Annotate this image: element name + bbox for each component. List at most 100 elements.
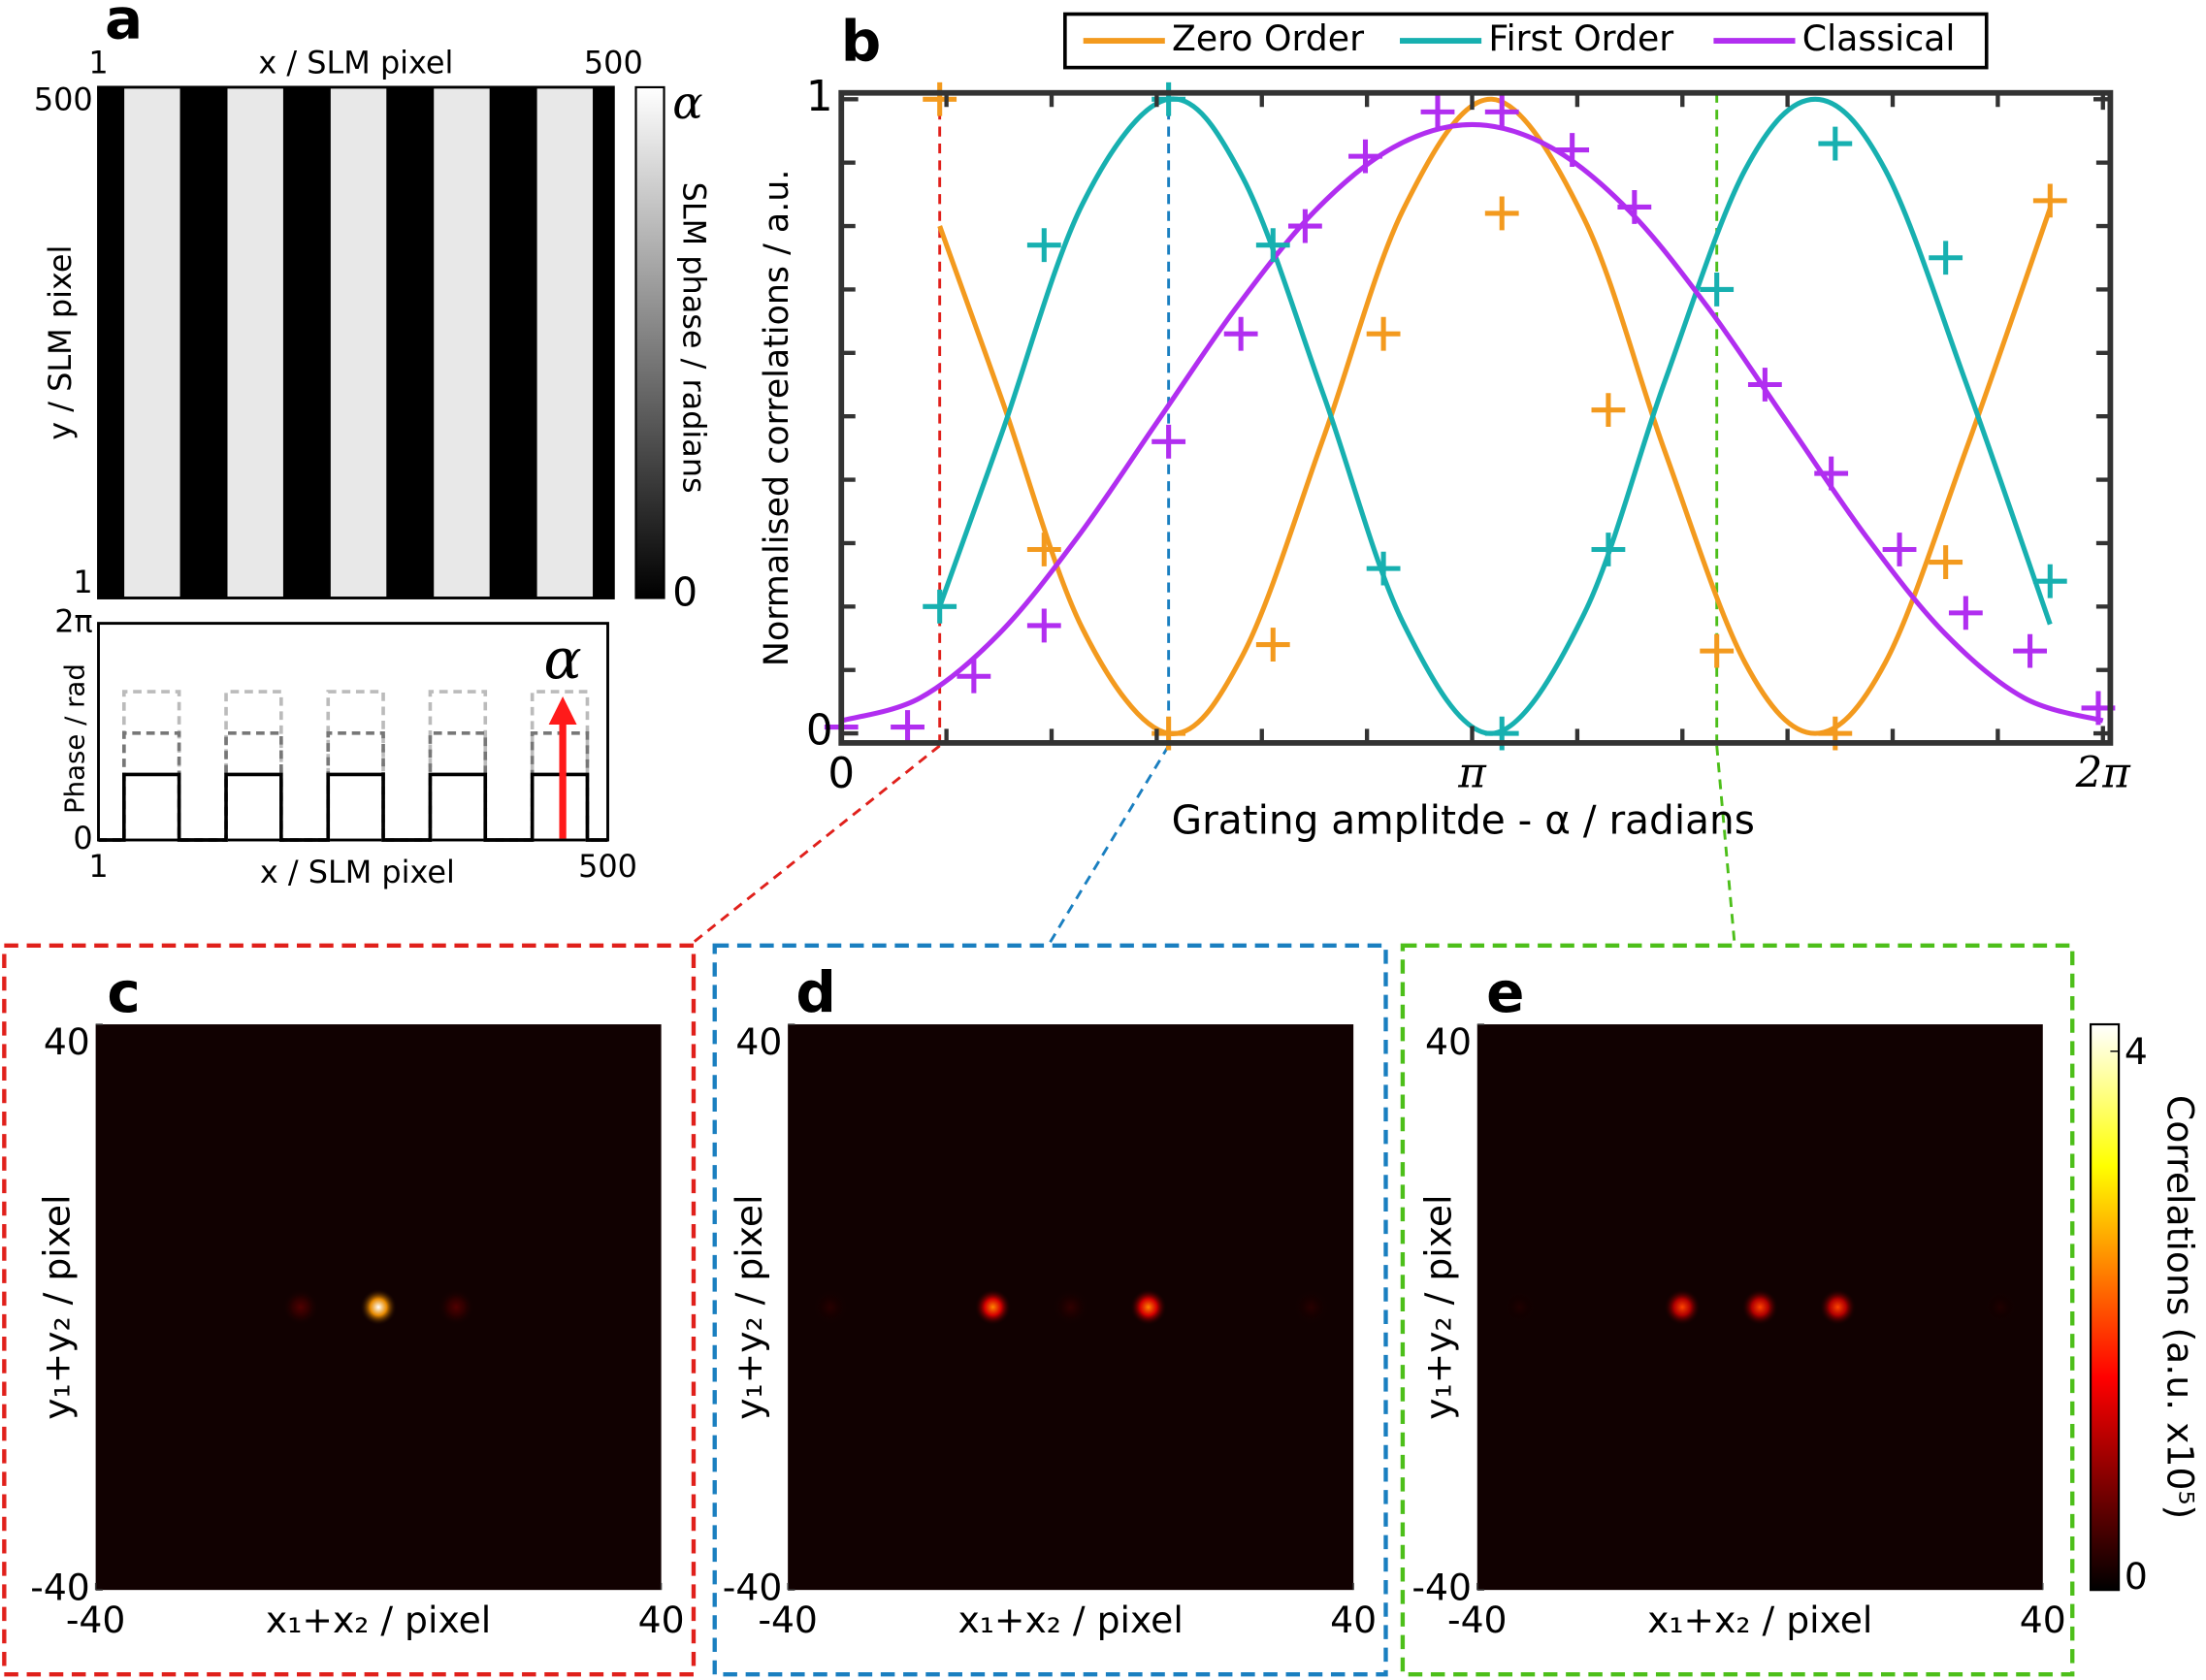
y-tick-label: 1 [806,73,833,121]
data-point [1484,196,1519,231]
data-point [1026,533,1061,566]
connector [1047,745,1170,947]
panel-letter: c [107,959,140,1025]
x-tick-label: 40 [638,1599,685,1641]
colorbar-tick-label: α [672,77,702,129]
x-axis-label: x₁+x₂ / pixel [266,1599,491,1641]
data-point [1555,133,1590,167]
data-point [1700,633,1735,668]
correlation-peak [1052,1288,1089,1326]
stripe [536,86,594,598]
data-point [1591,533,1626,566]
data-point [1929,545,1963,579]
y-axis-label: Normalised correlations / a.u. [758,170,796,667]
correlation-peak [1741,1288,1779,1326]
colorbar-tick-label: 4 [2125,1030,2148,1073]
correlation-peak [812,1288,849,1326]
correlation-peak [1129,1288,1167,1326]
y-axis-label: y₁+y₂ / pixel [35,1194,78,1419]
stripe [330,86,387,598]
y-tick-label: 40 [44,1020,90,1063]
data-point [1948,596,1983,630]
data-point [1255,628,1290,662]
data-point [2032,564,2067,598]
data-point [1882,533,1917,566]
x-tick-label: -40 [758,1599,818,1641]
y-axis-label: y / SLM pixel [42,245,79,440]
fit-curve [937,96,2053,736]
fit-curve [937,96,2053,736]
panel-letter: d [795,959,836,1025]
data-point [1152,424,1186,459]
y-axis-label: Phase / rad [59,663,90,814]
data-point [1814,456,1849,491]
x-tick-label: 500 [584,45,643,81]
legend-label: First Order [1488,17,1673,59]
x-tick-label: 40 [2020,1599,2066,1641]
y-tick-label: 1 [73,564,92,600]
stripe [434,86,490,598]
stripe [227,86,283,598]
x-tick-label: 0 [827,750,855,798]
y-tick-label: -40 [30,1567,90,1609]
correlation-peak [1664,1288,1701,1326]
colorbar-label: Correlations (a.u. x10⁵) [2158,1095,2201,1519]
y-tick-label: 40 [1425,1020,1472,1063]
annotation: α [544,627,582,693]
x-axis-label: x₁+x₂ / pixel [957,1599,1183,1641]
panel-frame [1400,943,2075,1677]
y-axis-label: y₁+y₂ / pixel [1417,1194,1460,1419]
phase-profile [98,772,608,842]
correlation-peak [1501,1288,1539,1326]
y-tick-label: 40 [735,1020,782,1063]
stripe [124,86,180,598]
y-tick-label: 500 [34,81,93,117]
data-point [2032,183,2067,218]
data-point [1366,316,1401,351]
data-point [1366,551,1401,586]
colorbar [634,85,665,599]
correlation-peak [1292,1288,1330,1326]
y-axis-label: y₁+y₂ / pixel [728,1194,770,1419]
colorbar [2089,1022,2121,1592]
fit-curve [840,121,2104,724]
data-point [1026,608,1061,643]
y-tick-label: 2π [54,603,92,640]
plot-frame [838,89,2114,746]
data-point [923,589,957,624]
data-point [2013,633,2047,668]
x-tick-label: π [1457,750,1487,798]
image-frame [97,85,615,599]
y-tick-label: -40 [723,1567,783,1609]
legend-label: Classical [1802,17,1956,59]
legend-label: Zero Order [1172,17,1364,59]
x-axis-label: x / SLM pixel [260,854,455,890]
data-point [891,710,925,744]
colorbar-tick-label: 0 [2125,1555,2148,1598]
x-tick-label: 1 [88,848,108,885]
plot-frame [97,622,609,842]
x-tick-label: 2π [2075,750,2132,798]
data-point [1591,393,1626,428]
panel-letter: b [841,9,882,75]
x-tick-label: 500 [578,848,637,885]
data-point [1818,126,1853,161]
data-point [1420,94,1455,129]
data-point [1348,139,1382,174]
data-point [1223,316,1258,351]
data-point [1929,241,1963,275]
x-tick-label: -40 [1447,1599,1508,1641]
panel-frame [2,943,697,1677]
phase-profile [98,690,608,842]
y-tick-label: 0 [73,820,92,856]
data-point [1747,368,1782,402]
y-tick-label: -40 [1411,1567,1472,1609]
x-axis-label: x / SLM pixel [258,45,453,81]
legend-box [1063,12,1989,70]
panel-frame [712,943,1388,1677]
x-axis-label: x₁+x₂ / pixel [1647,1599,1872,1641]
panel-letter: e [1486,959,1524,1025]
correlation-peak [360,1288,397,1326]
